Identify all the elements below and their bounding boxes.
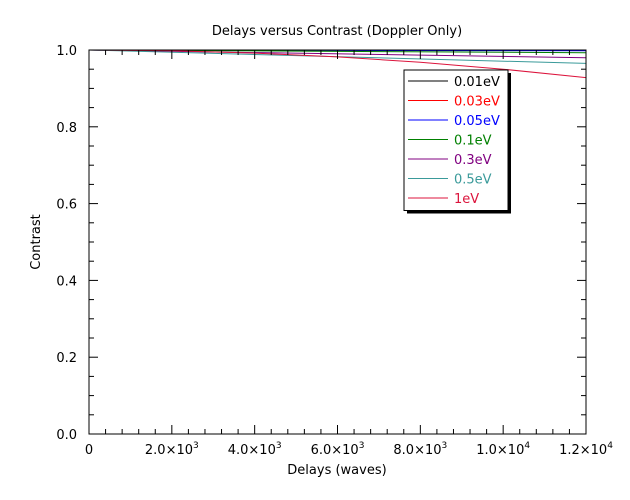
y-tick-label: 0.6	[56, 198, 77, 213]
legend-label: 0.05eV	[454, 114, 500, 129]
x-axis-ticks: 0 2.0×103 4.0×103 6.0×103 8.0×103 1.0×104 1.2×…	[85, 50, 613, 458]
y-tick-label: 0.0	[56, 428, 77, 443]
legend-label: 0.01eV	[454, 75, 500, 90]
x-axis-label: Delays (waves)	[287, 463, 386, 478]
y-tick-label: 1.0	[56, 44, 77, 59]
y-tick-label: 0.4	[56, 274, 77, 289]
x-tick-label: 4.0×103	[228, 441, 282, 458]
y-tick-label: 0.8	[56, 121, 77, 136]
y-tick-label: 0.2	[56, 351, 77, 366]
x-tick-label: 0	[85, 443, 93, 458]
legend-label: 0.1eV	[454, 134, 492, 149]
plot-frame	[89, 50, 586, 434]
x-tick-label: 1.2×104	[559, 441, 613, 458]
legend: 0.01eV 0.03eV 0.05eV 0.1eV 0.3eV 0.5eV 1eV	[404, 70, 511, 214]
legend-label: 0.3eV	[454, 153, 492, 168]
x-tick-label: 1.0×104	[476, 441, 530, 458]
legend-label: 1eV	[454, 192, 479, 207]
y-axis-label: Contrast	[29, 214, 44, 270]
chart-title: Delays versus Contrast (Doppler Only)	[212, 24, 462, 39]
x-tick-label: 6.0×103	[311, 441, 365, 458]
x-tick-label: 2.0×103	[145, 441, 199, 458]
legend-label: 0.5eV	[454, 173, 492, 188]
x-tick-label: 8.0×103	[393, 441, 447, 458]
legend-label: 0.03eV	[454, 95, 500, 110]
